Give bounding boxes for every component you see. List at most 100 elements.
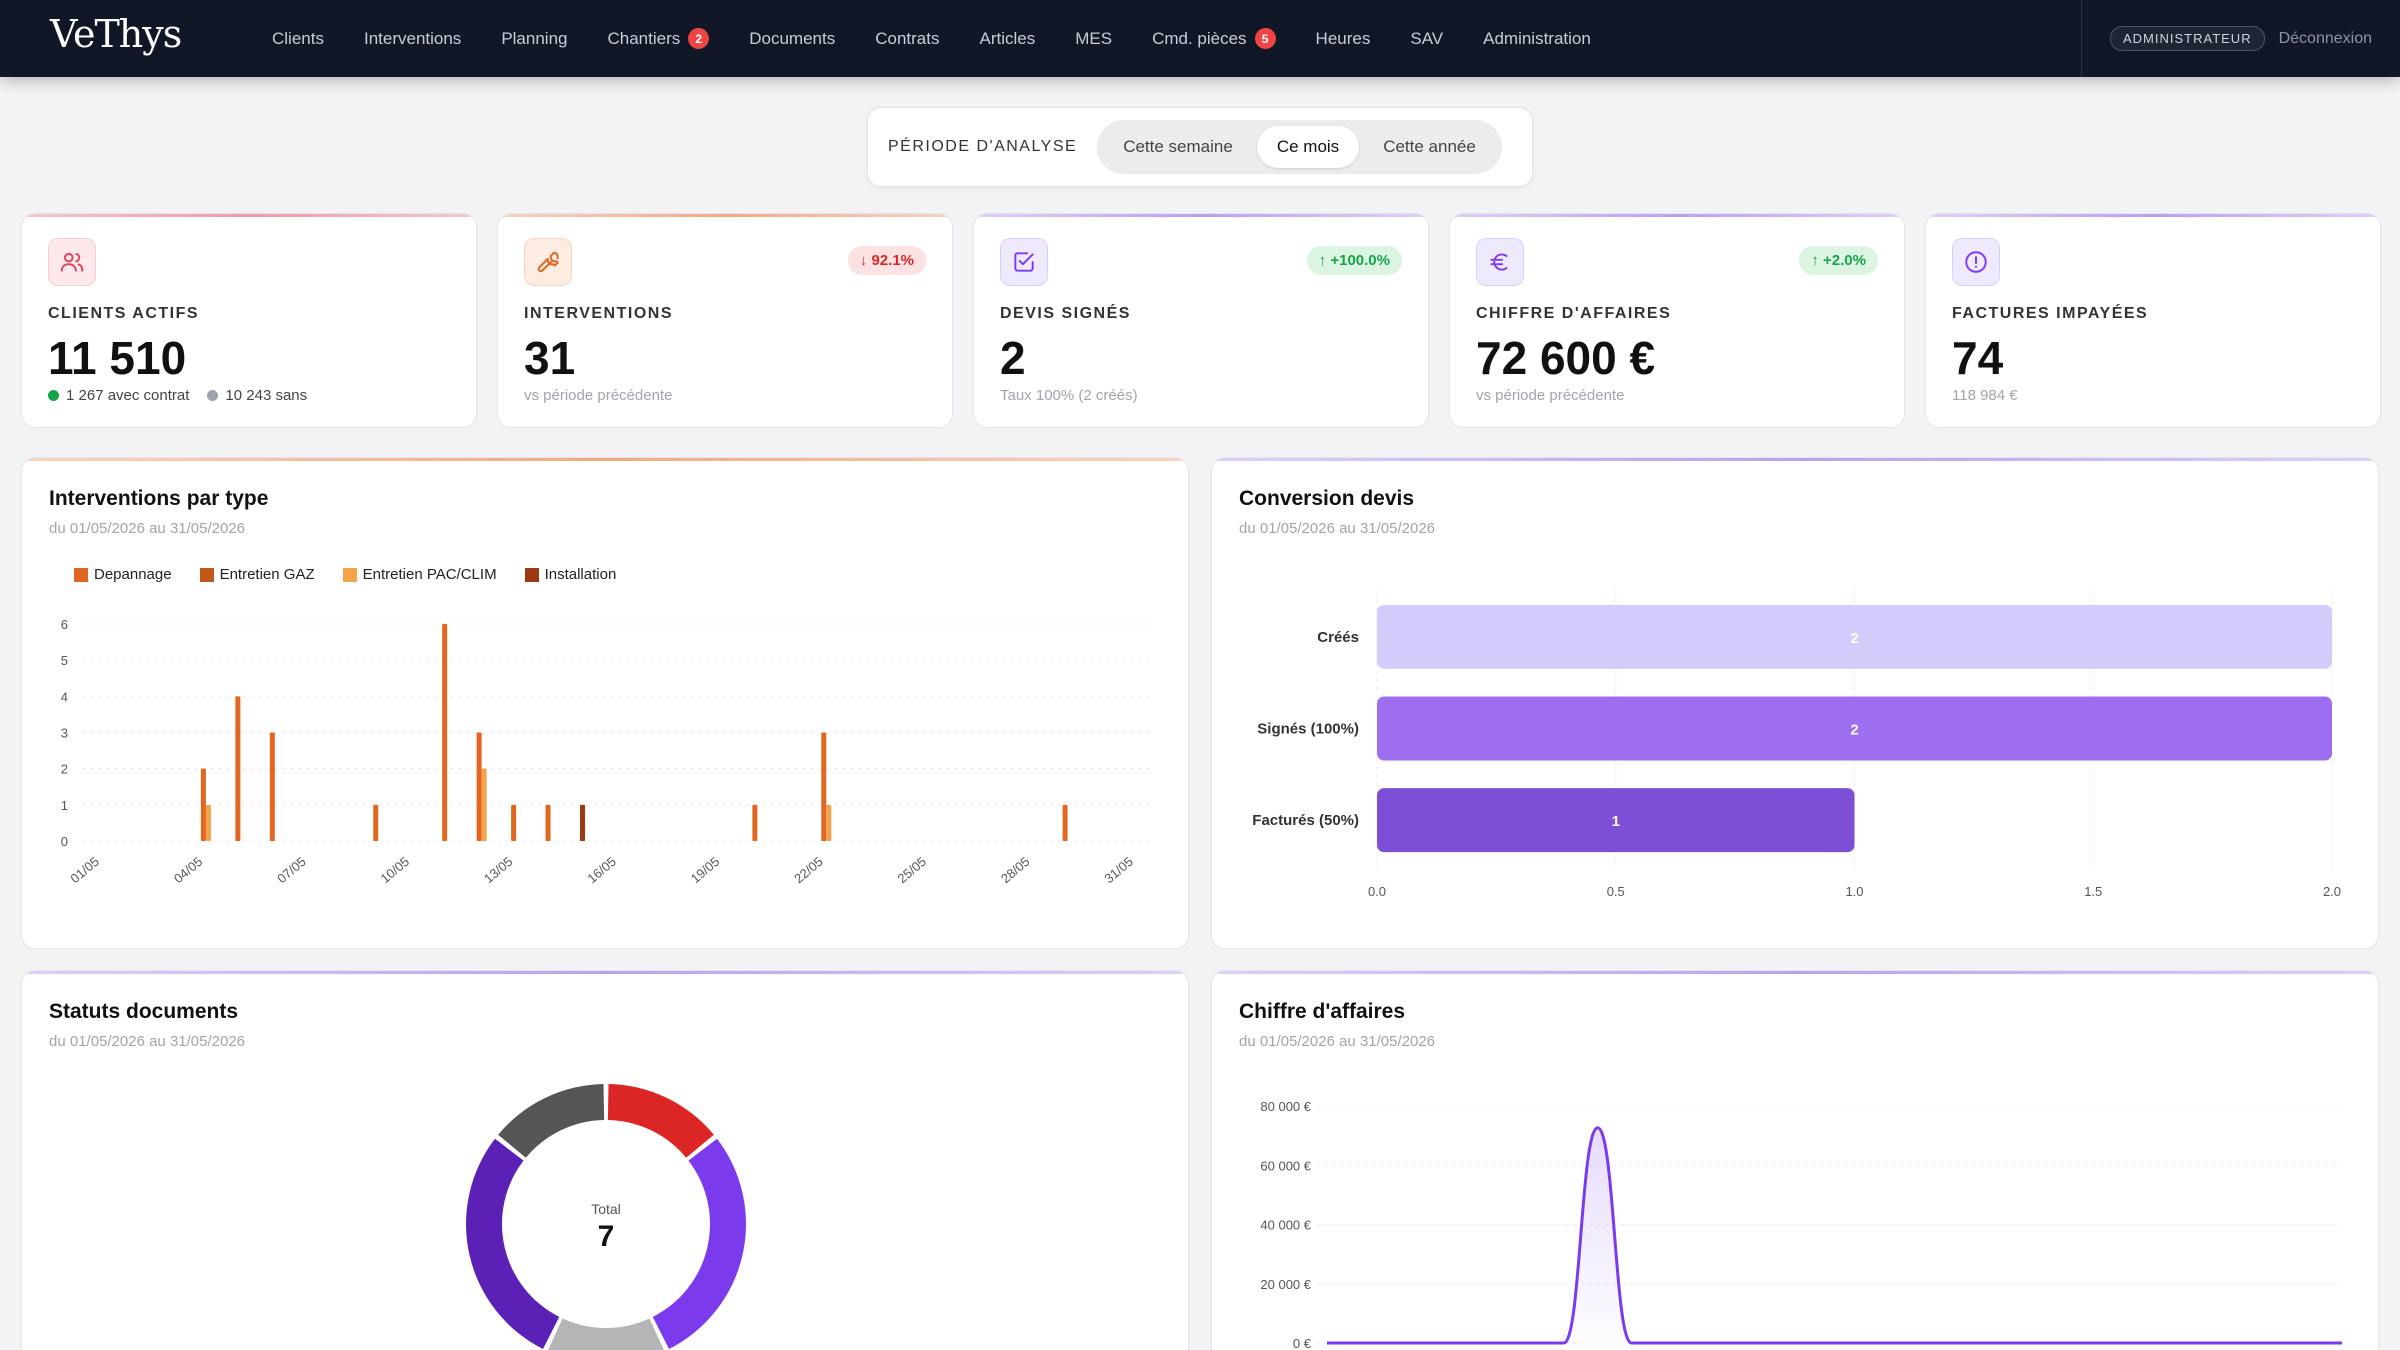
kpi-value: 11 510 <box>48 332 187 384</box>
nav-label: MES <box>1075 28 1113 48</box>
x-tick-label: 31/05 <box>1101 854 1136 886</box>
y-tick-label: 60 000 € <box>1260 1158 1311 1173</box>
x-tick-label: 2.0 <box>2323 884 2341 899</box>
alert-circle-icon <box>1952 238 2000 286</box>
nav-item-planning[interactable]: Planning <box>481 0 587 77</box>
donut-slice <box>652 1138 746 1350</box>
trend-badge: ↑ +2.0% <box>1799 246 1878 275</box>
kpi-card-devis[interactable]: ↑ +100.0% DEVIS SIGNÉS 2 Taux 100% (2 cr… <box>973 213 1429 428</box>
legend-item-installation[interactable]: Installation <box>524 566 616 583</box>
panel-statuts-documents: Statuts documents du 01/05/2026 au 31/05… <box>21 970 1189 1350</box>
x-tick-label: 16/05 <box>584 854 619 886</box>
legend-item-depannage[interactable]: Depannage <box>74 566 172 583</box>
bar-entretien_pac <box>826 804 832 841</box>
nav-item-mes[interactable]: MES <box>1055 0 1132 77</box>
period-selector: PÉRIODE D'ANALYSE Cette semaine Ce mois … <box>867 107 1533 187</box>
x-tick-label: 28/05 <box>998 854 1033 886</box>
conversion-bar-chart: 0.0 0.5 1.0 1.5 2.0 Créés 2 Signés (100%) 2 Factu… <box>1252 591 2341 899</box>
donut-slice <box>548 1318 664 1350</box>
nav-label: Administration <box>1483 28 1591 48</box>
y-tick-label: 0 € <box>1293 1336 1312 1350</box>
y-tick-label: 3 <box>61 726 68 741</box>
nav-item-clients[interactable]: Clients <box>252 0 344 77</box>
bar-depannage <box>511 804 517 841</box>
x-tick-label: 0.0 <box>1368 884 1386 899</box>
legend-label: Entretien GAZ <box>219 566 315 583</box>
nav-label: Planning <box>501 28 568 48</box>
kpi-card-interventions[interactable]: ↓ 92.1% INTERVENTIONS 31 vs période préc… <box>497 213 953 428</box>
kpi-card-factures[interactable]: FACTURES IMPAYÉES 74 118 984 € <box>1925 213 2381 428</box>
bar-depannage <box>235 696 241 841</box>
period-month-button[interactable]: Ce mois <box>1256 126 1360 168</box>
logout-link[interactable]: Déconnexion <box>2278 29 2372 47</box>
nav-item-cmd-pieces[interactable]: Cmd. pièces 5 <box>1132 0 1295 77</box>
legend-label: Entretien PAC/CLIM <box>362 566 497 583</box>
bar-depannage <box>200 768 206 841</box>
kpi-value: 31 <box>524 332 576 384</box>
legend-swatch <box>199 567 214 582</box>
role-badge: ADMINISTRATEUR <box>2109 26 2265 51</box>
nav-item-articles[interactable]: Articles <box>959 0 1055 77</box>
nav-label: Cmd. pièces <box>1152 28 1247 48</box>
kpi-label: INTERVENTIONS <box>524 305 673 322</box>
status-dot-green <box>48 390 59 401</box>
statuts-donut-chart: Total 7 <box>466 1084 746 1350</box>
nav-item-contrats[interactable]: Contrats <box>855 0 959 77</box>
y-tick-label: 2 <box>61 762 68 777</box>
panel-title: Statuts documents <box>49 1000 239 1023</box>
x-tick-label: 1.5 <box>2084 884 2102 899</box>
without-contract-text: 10 243 sans <box>225 387 308 404</box>
kpi-value: 2 <box>1000 332 1026 384</box>
nav-label: Interventions <box>363 28 462 48</box>
bar-depannage <box>476 732 482 841</box>
period-label: PÉRIODE D'ANALYSE <box>888 138 1078 155</box>
bar-entretien_pac <box>481 768 487 841</box>
kpi-card-chiffre-affaires[interactable]: ↑ +2.0% CHIFFRE D'AFFAIRES 72 600 € vs p… <box>1449 213 1905 428</box>
legend-item-entretien-pac[interactable]: Entretien PAC/CLIM <box>342 566 497 583</box>
bar-depannage <box>373 804 379 841</box>
users-icon <box>48 238 96 286</box>
trend-badge: ↓ 92.1% <box>847 246 926 275</box>
donut-center-value: 7 <box>598 1220 615 1253</box>
app-logo[interactable]: VeThys <box>50 12 182 56</box>
nav-item-heures[interactable]: Heures <box>1296 0 1391 77</box>
category-label: Créés <box>1317 629 1359 646</box>
nav-item-chantiers[interactable]: Chantiers 2 <box>587 0 729 77</box>
panel-interventions-par-type: Interventions par type du 01/05/2026 au … <box>21 457 1189 949</box>
x-tick-label: 0.5 <box>1607 884 1625 899</box>
kpi-card-clients[interactable]: CLIENTS ACTIFS 11 510 1 267 avec contrat… <box>21 213 477 428</box>
nav-item-documents[interactable]: Documents <box>729 0 855 77</box>
legend-swatch <box>74 567 88 582</box>
bar-value-label: 2 <box>1850 630 1858 647</box>
bar-2 <box>1377 788 1855 853</box>
period-week-button[interactable]: Cette semaine <box>1123 137 1233 156</box>
bar-depannage <box>269 732 275 841</box>
nav-item-interventions[interactable]: Interventions <box>344 0 481 77</box>
trend-badge: ↑ +100.0% <box>1306 246 1402 275</box>
bar-value-label: 2 <box>1850 722 1858 739</box>
nav-item-administration[interactable]: Administration <box>1463 0 1611 77</box>
notification-badge: 5 <box>1254 28 1276 49</box>
interventions-bar-chart: 0 1 2 3 4 5 6 01/05 04/05 07/05 10/05 13/05 16/05 19/… <box>61 617 1152 886</box>
panel-title: Conversion devis <box>1239 487 1415 510</box>
y-tick-label: 6 <box>61 617 68 632</box>
period-year-button[interactable]: Cette année <box>1383 137 1476 156</box>
panel-subtitle: du 01/05/2026 au 31/05/2026 <box>49 1033 246 1050</box>
nav-label: Contrats <box>875 28 940 48</box>
bar-depannage <box>545 804 551 841</box>
category-label: Signés (100%) <box>1257 721 1359 738</box>
y-tick-label: 40 000 € <box>1260 1218 1311 1233</box>
user-area: ADMINISTRATEUR Déconnexion <box>2080 0 2400 77</box>
kpi-subtext: 118 984 € <box>1952 387 2018 404</box>
nav-item-sav[interactable]: SAV <box>1390 0 1463 77</box>
legend-item-entretien-gaz[interactable]: Entretien GAZ <box>199 566 315 583</box>
bar-depannage <box>752 804 758 841</box>
panel-subtitle: du 01/05/2026 au 31/05/2026 <box>1239 1033 1436 1050</box>
kpi-value: 74 <box>1952 332 2004 384</box>
period-toggle-group: Cette semaine Ce mois Cette année <box>1097 120 1502 174</box>
x-tick-label: 1.0 <box>1845 884 1863 899</box>
kpi-label: CLIENTS ACTIFS <box>48 305 200 322</box>
bar-value-label: 1 <box>1612 813 1620 830</box>
category-label: Facturés (50%) <box>1252 812 1359 829</box>
x-tick-label: 10/05 <box>378 854 413 886</box>
